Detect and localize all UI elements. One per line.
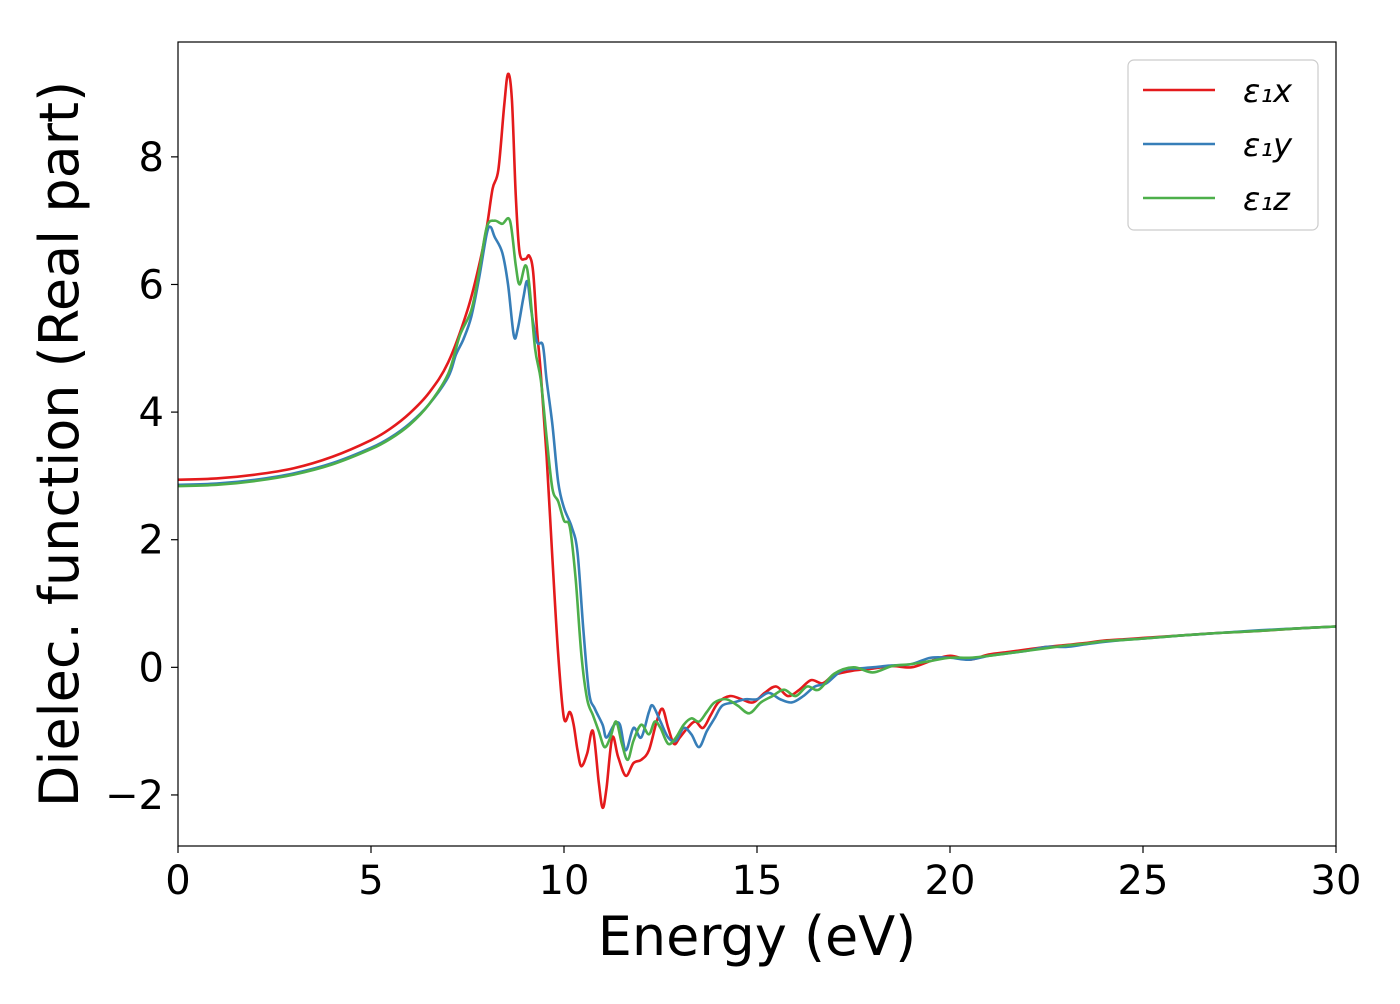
y-tick-label: 6: [139, 262, 164, 308]
y-tick-label: 0: [139, 645, 164, 691]
x-tick-label: 15: [732, 858, 783, 904]
legend-label: ε₁y: [1243, 126, 1293, 164]
y-tick-label: −2: [105, 773, 164, 819]
series-line-eps1z: [178, 216, 1336, 762]
y-tick-label: 4: [139, 390, 164, 436]
y-axis: −2 0 2 4 6 8: [105, 135, 178, 819]
x-tick-label: 0: [165, 858, 190, 904]
series-layer: [178, 72, 1336, 810]
y-tick-label: 2: [139, 518, 164, 564]
y-tick-label: 8: [139, 135, 164, 181]
x-axis-label: Energy (eV): [598, 905, 917, 968]
legend-box: [1127, 59, 1319, 231]
x-tick-label: 5: [358, 858, 383, 904]
x-tick-label: 25: [1118, 858, 1169, 904]
series-line-eps1y: [178, 225, 1336, 752]
x-axis: 0 5 10 15 20 25 30: [165, 846, 1361, 904]
y-axis-label: Dielec. function (Real part): [28, 81, 91, 807]
legend-items: ε₁x ε₁y ε₁z: [1143, 72, 1293, 218]
x-tick-label: 10: [539, 858, 590, 904]
x-tick-label: 20: [925, 858, 976, 904]
legend-label: ε₁z: [1243, 180, 1291, 218]
legend-label: ε₁x: [1243, 72, 1293, 110]
legend: ε₁x ε₁y ε₁z: [1127, 59, 1319, 231]
x-tick-label: 30: [1311, 858, 1362, 904]
